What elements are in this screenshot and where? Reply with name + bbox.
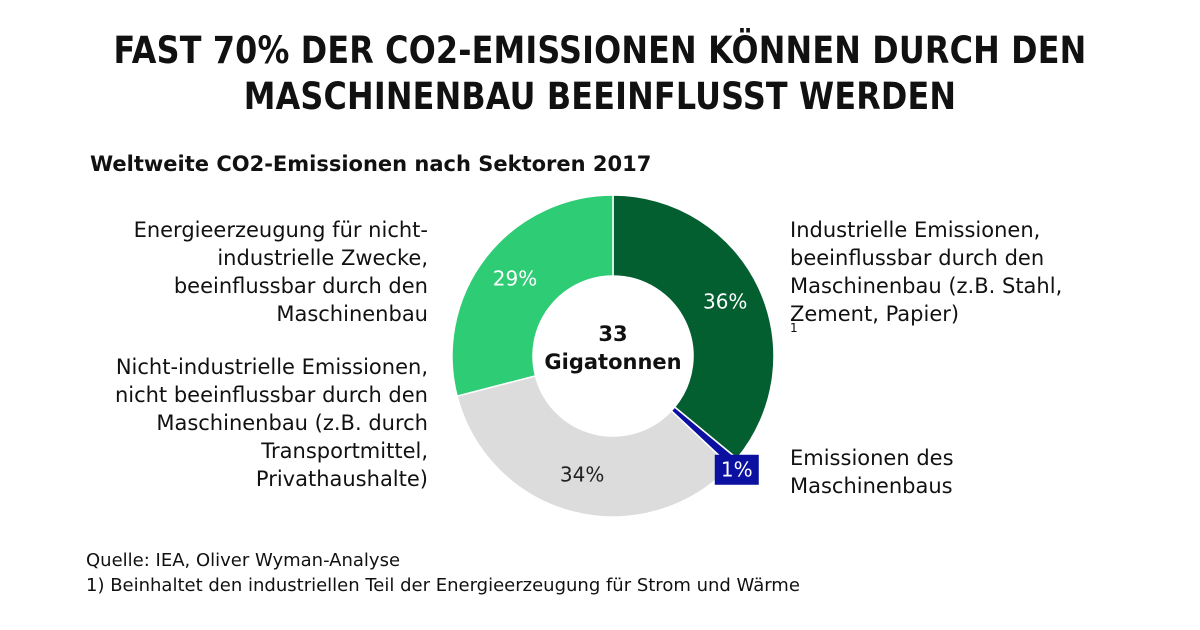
data-label-box-1 (714, 454, 759, 485)
data-label-34: 34% (560, 463, 604, 487)
source-notes: Quelle: IEA, Oliver Wyman-Analyse 1) Bei… (86, 548, 800, 598)
category-label-line: Zement, Papier) 1 (790, 300, 1062, 334)
category-label-non-industrial: Nicht-industrielle Emissionen, nicht bee… (115, 353, 428, 493)
category-label-machinery: Emissionen des Maschinenbaus (790, 444, 954, 500)
category-label-line: Maschinenbau (z.B. Stahl, (790, 274, 1063, 298)
category-label-line: Maschinenbau (276, 302, 428, 326)
title-line-2: MASCHINENBAU BEEINFLUSST WERDEN (243, 75, 957, 118)
page-title: FAST 70% DER CO2-EMISSIONEN KÖNNEN DURCH… (84, 28, 1116, 120)
slice-industrial (612, 194, 775, 460)
category-label-line: nicht beeinflussbar durch den (114, 383, 428, 407)
category-label-line: Industrielle Emissionen, (790, 218, 1041, 242)
data-label-36: 36% (703, 290, 747, 314)
category-label-line: beeinflussbar durch den (790, 246, 1045, 270)
category-label-text: Zement, Papier) (790, 302, 960, 326)
slice-non-industrial (456, 374, 732, 518)
chart-title: Weltweite CO2-Emissionen nach Sektoren 2… (90, 152, 652, 176)
category-label-line: Emissionen des (790, 446, 954, 470)
category-label-line: Maschinenbau (z.B. durch (156, 411, 428, 435)
slice-energy (451, 194, 614, 397)
center-unit: Gigatonnen (544, 350, 681, 374)
category-label-line: Maschinenbaus (790, 474, 953, 498)
footnote-line: 1) Beinhaltet den industriellen Teil der… (86, 575, 800, 596)
category-label-line: Nicht-industrielle Emissionen, (115, 355, 428, 379)
category-label-line: beeinflussbar durch den (173, 274, 428, 298)
category-label-industrial: Industrielle Emissionen, beeinflussbar d… (790, 216, 1063, 334)
title-line-1: FAST 70% DER CO2-EMISSIONEN KÖNNEN DURCH… (113, 29, 1087, 72)
category-label-line: industrielle Zwecke, (217, 246, 428, 270)
data-label-1: 1% (721, 457, 753, 481)
source-line: Quelle: IEA, Oliver Wyman-Analyse (86, 550, 401, 571)
category-label-energy: Energieerzeugung für nicht- industrielle… (134, 216, 428, 328)
center-value: 33 (598, 322, 627, 346)
category-label-line: Privathaushalte) (255, 467, 428, 491)
category-label-line: Transportmittel, (261, 439, 428, 463)
data-label-29: 29% (493, 266, 537, 290)
category-label-line: Energieerzeugung für nicht- (133, 218, 428, 242)
